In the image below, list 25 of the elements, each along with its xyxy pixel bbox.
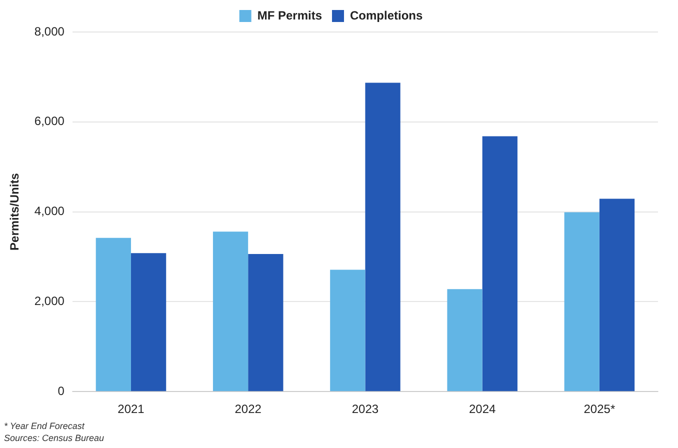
bar xyxy=(330,270,366,392)
y-axis-title: Permits/Units xyxy=(8,172,22,250)
bar xyxy=(130,253,166,392)
bar xyxy=(212,232,248,392)
legend-label: MF Permits xyxy=(257,8,322,22)
bar xyxy=(365,82,400,392)
bar xyxy=(599,198,635,392)
y-tick-label: 6,000 xyxy=(34,114,65,128)
x-tick-label: 2024 xyxy=(468,402,496,416)
y-tick-label: 4,000 xyxy=(34,204,65,218)
x-tick-label: 2023 xyxy=(352,402,379,416)
y-tick-label: 8,000 xyxy=(34,24,65,38)
x-tick-label: 2022 xyxy=(234,402,262,416)
bar xyxy=(482,136,518,392)
legend-label: Completions xyxy=(350,8,423,22)
bar xyxy=(96,238,131,392)
source-note: Sources: Census Bureau xyxy=(4,432,104,444)
text: * Year End Forecast xyxy=(4,420,86,432)
x-tick-label: 2025* xyxy=(584,402,616,416)
bar xyxy=(248,254,284,392)
y-tick-label: 0 xyxy=(58,384,65,398)
x-tick-label: 2021 xyxy=(118,402,145,416)
y-tick-label: 2,000 xyxy=(34,294,65,308)
bar xyxy=(564,212,600,392)
bar xyxy=(447,289,482,392)
